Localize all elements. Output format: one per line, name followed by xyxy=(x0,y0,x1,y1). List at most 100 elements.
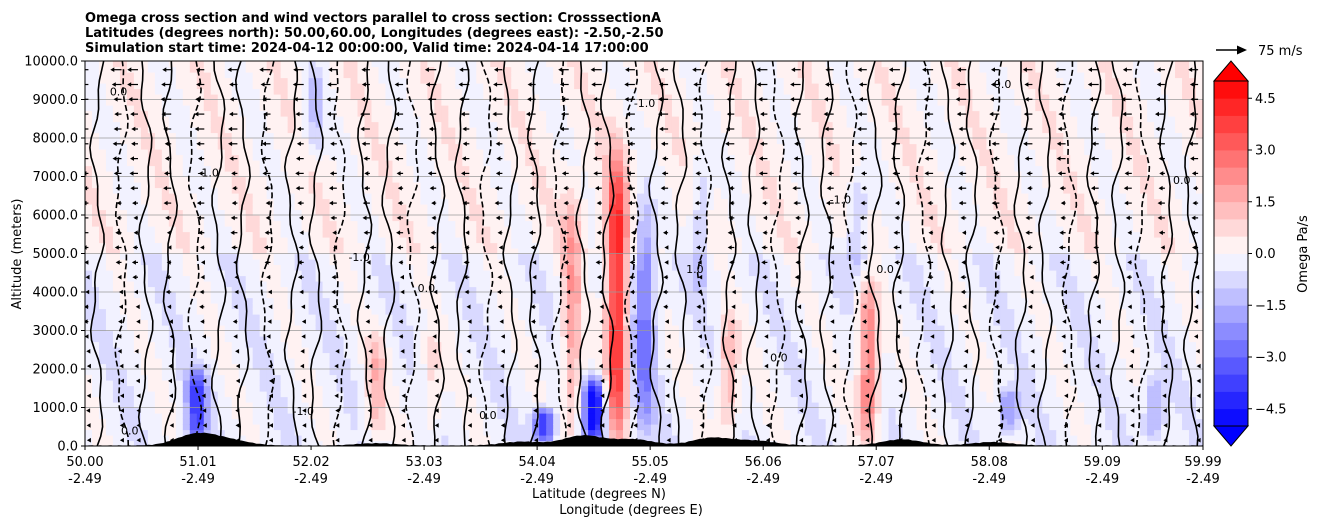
omega-cell xyxy=(126,292,135,299)
omega-cell xyxy=(413,292,421,299)
omega-cell xyxy=(224,198,233,205)
omega-cell xyxy=(490,77,498,84)
omega-cell xyxy=(399,198,408,205)
omega-cell xyxy=(98,105,107,112)
omega-cell xyxy=(329,341,338,348)
omega-cell xyxy=(406,429,415,436)
omega-cell xyxy=(140,319,149,326)
omega-cell xyxy=(329,116,338,123)
omega-cell xyxy=(147,182,156,189)
omega-cell xyxy=(308,226,317,233)
omega-cell xyxy=(399,105,408,112)
omega-cell xyxy=(504,83,512,90)
omega-cell xyxy=(532,264,540,271)
omega-cell xyxy=(105,330,114,337)
omega-cell xyxy=(252,176,261,183)
omega-cell xyxy=(266,94,275,101)
omega-cell xyxy=(427,297,435,304)
omega-cell xyxy=(504,149,512,156)
omega-cell xyxy=(546,204,554,211)
omega-cell xyxy=(560,347,568,354)
omega-cell xyxy=(210,143,219,150)
omega-cell xyxy=(567,418,575,425)
omega-cell xyxy=(490,61,498,68)
omega-cell xyxy=(497,380,505,387)
omega-cell xyxy=(455,358,463,365)
omega-cell xyxy=(350,308,359,315)
omega-cell xyxy=(476,396,484,403)
omega-cell xyxy=(224,319,233,326)
omega-cell xyxy=(217,314,226,321)
omega-cell xyxy=(336,424,345,431)
omega-cell xyxy=(301,429,310,436)
omega-cell xyxy=(231,171,240,178)
omega-cell xyxy=(273,94,282,101)
omega-cell xyxy=(504,259,512,266)
omega-cell xyxy=(532,231,540,238)
omega-cell xyxy=(133,143,142,150)
omega-cell xyxy=(553,319,561,326)
omega-cell xyxy=(553,187,561,194)
omega-cell xyxy=(154,303,163,310)
omega-cell xyxy=(210,204,219,211)
omega-cell xyxy=(539,330,547,337)
omega-cell xyxy=(539,105,547,112)
omega-cell xyxy=(154,319,163,326)
omega-cell xyxy=(350,143,359,150)
omega-cell xyxy=(476,121,484,128)
omega-cell xyxy=(483,231,491,238)
omega-cell xyxy=(448,149,456,156)
omega-cell xyxy=(329,385,338,392)
omega-cell xyxy=(147,435,156,442)
omega-cell xyxy=(140,248,149,255)
omega-cell xyxy=(161,275,170,282)
omega-cell xyxy=(315,143,324,150)
omega-cell xyxy=(85,88,93,95)
omega-cell xyxy=(525,418,533,425)
omega-cell xyxy=(497,253,505,260)
omega-cell xyxy=(357,380,366,387)
omega-cell xyxy=(532,94,540,101)
omega-cell xyxy=(112,132,121,139)
omega-cell xyxy=(532,116,540,123)
omega-cell xyxy=(427,325,435,332)
omega-cell xyxy=(238,160,247,167)
omega-cell xyxy=(287,402,296,409)
omega-cell xyxy=(441,391,449,398)
omega-cell xyxy=(294,99,303,106)
omega-cell xyxy=(273,66,282,73)
omega-cell xyxy=(147,363,156,370)
omega-cell xyxy=(161,176,170,183)
omega-cell xyxy=(546,138,554,145)
omega-cell xyxy=(315,165,324,172)
omega-cell xyxy=(546,264,554,271)
omega-cell xyxy=(126,429,135,436)
omega-cell xyxy=(175,165,184,172)
omega-cell xyxy=(175,286,184,293)
omega-cell xyxy=(266,352,275,359)
omega-cell xyxy=(112,198,121,205)
omega-cell xyxy=(203,149,212,156)
omega-cell xyxy=(245,231,254,238)
omega-cell xyxy=(322,88,331,95)
omega-cell xyxy=(322,264,331,271)
omega-cell xyxy=(112,253,121,260)
omega-cell xyxy=(175,99,184,106)
omega-cell xyxy=(308,105,317,112)
omega-cell xyxy=(357,440,366,446)
omega-cell xyxy=(287,259,296,266)
omega-cell xyxy=(574,253,582,260)
omega-cell xyxy=(175,154,184,161)
omega-cell xyxy=(91,204,100,211)
omega-cell xyxy=(322,165,331,172)
omega-cell xyxy=(182,429,191,436)
omega-cell xyxy=(497,352,505,359)
omega-cell xyxy=(532,418,540,425)
omega-cell xyxy=(413,83,421,90)
omega-cell xyxy=(539,303,547,310)
omega-cell xyxy=(252,429,261,436)
omega-cell xyxy=(560,385,568,392)
omega-cell xyxy=(91,374,100,381)
omega-cell xyxy=(85,61,93,68)
omega-cell xyxy=(490,380,498,387)
